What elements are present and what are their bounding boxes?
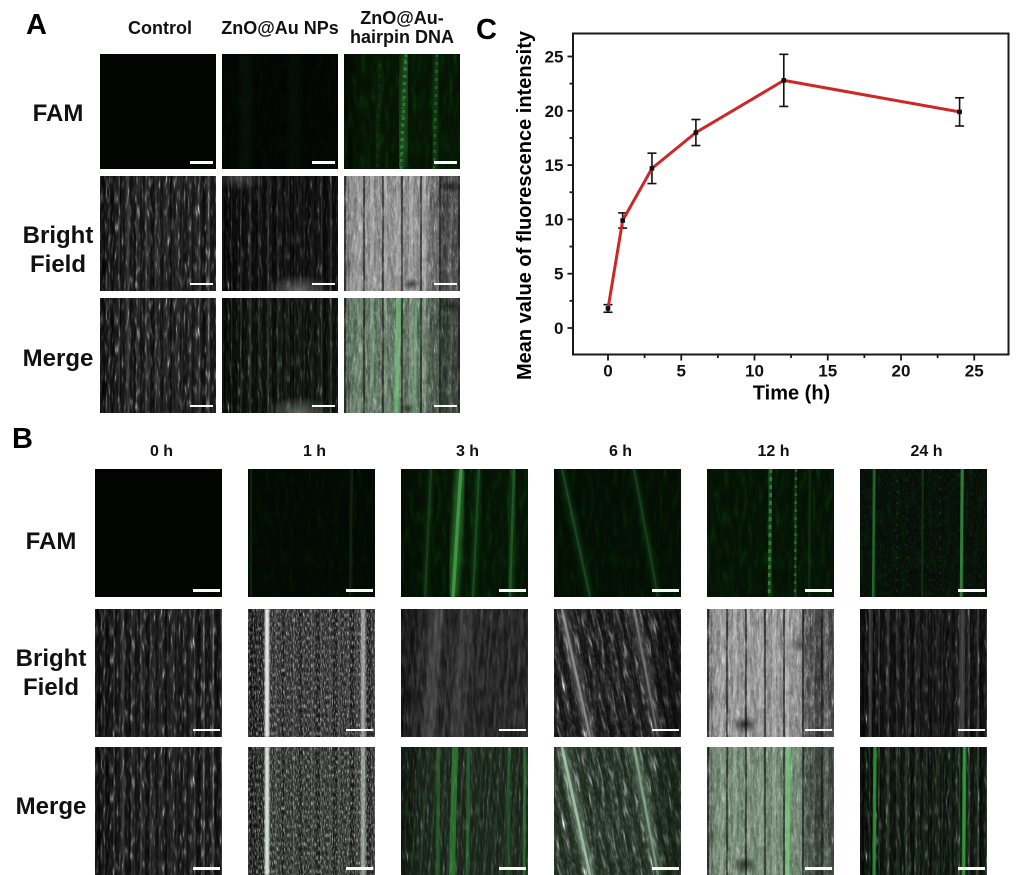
svg-text:Mean value of fluorescence int: Mean value of fluorescence intensity xyxy=(514,30,536,380)
svg-text:15: 15 xyxy=(545,156,564,175)
svg-text:25: 25 xyxy=(545,48,564,67)
svg-text:0: 0 xyxy=(603,362,612,381)
svg-text:Time (h): Time (h) xyxy=(753,383,830,405)
svg-text:10: 10 xyxy=(745,362,764,381)
svg-text:20: 20 xyxy=(545,102,564,121)
svg-text:5: 5 xyxy=(677,362,686,381)
svg-text:25: 25 xyxy=(965,362,984,381)
svg-text:15: 15 xyxy=(818,362,837,381)
svg-text:5: 5 xyxy=(554,265,563,284)
svg-text:0: 0 xyxy=(554,319,563,338)
svg-text:10: 10 xyxy=(545,210,564,229)
svg-text:20: 20 xyxy=(892,362,911,381)
